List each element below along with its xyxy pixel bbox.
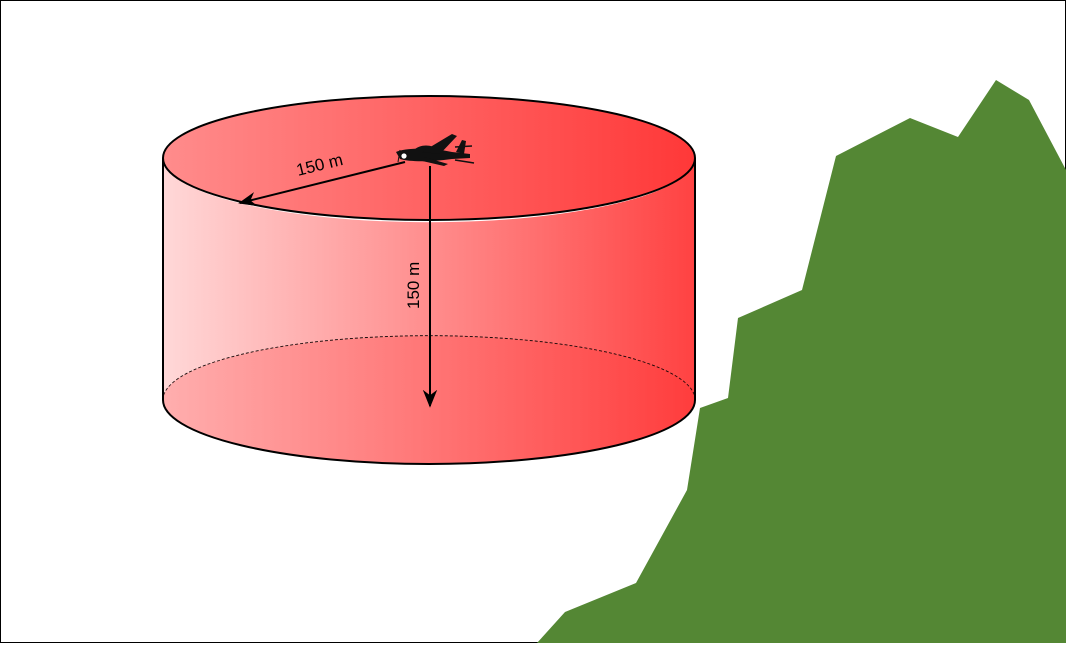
aircraft-icon: [396, 134, 475, 166]
vertical-distance-label: 150 m: [404, 262, 423, 309]
cylinder-base-back-edge: [162, 335, 696, 401]
mountain: [537, 80, 1066, 643]
horizontal-radius-arrow: [238, 161, 406, 207]
cylinder-base-front-edge: [162, 399, 696, 465]
